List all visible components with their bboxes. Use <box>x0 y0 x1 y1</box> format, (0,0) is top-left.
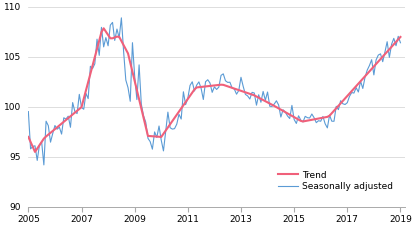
Seasonally adjusted <box>385 40 390 43</box>
Trend <box>385 50 390 53</box>
Trend <box>398 36 403 38</box>
Legend: Trend, Seasonally adjusted: Trend, Seasonally adjusted <box>274 167 397 194</box>
Seasonally adjusted <box>176 113 181 116</box>
Trend <box>130 70 135 73</box>
Trend <box>32 151 37 153</box>
Trend <box>320 116 325 119</box>
Trend <box>347 92 352 95</box>
Seasonally adjusted <box>327 114 332 116</box>
Seasonally adjusted <box>130 41 135 44</box>
Line: Seasonally adjusted: Seasonally adjusted <box>28 18 401 165</box>
Trend <box>26 136 31 138</box>
Seasonally adjusted <box>41 163 46 166</box>
Seasonally adjusted <box>398 41 403 44</box>
Trend <box>327 114 332 117</box>
Seasonally adjusted <box>347 95 352 98</box>
Seasonally adjusted <box>119 17 124 19</box>
Trend <box>176 110 181 113</box>
Seasonally adjusted <box>320 115 325 118</box>
Trend <box>101 27 106 30</box>
Line: Trend: Trend <box>28 28 401 152</box>
Seasonally adjusted <box>26 110 31 113</box>
